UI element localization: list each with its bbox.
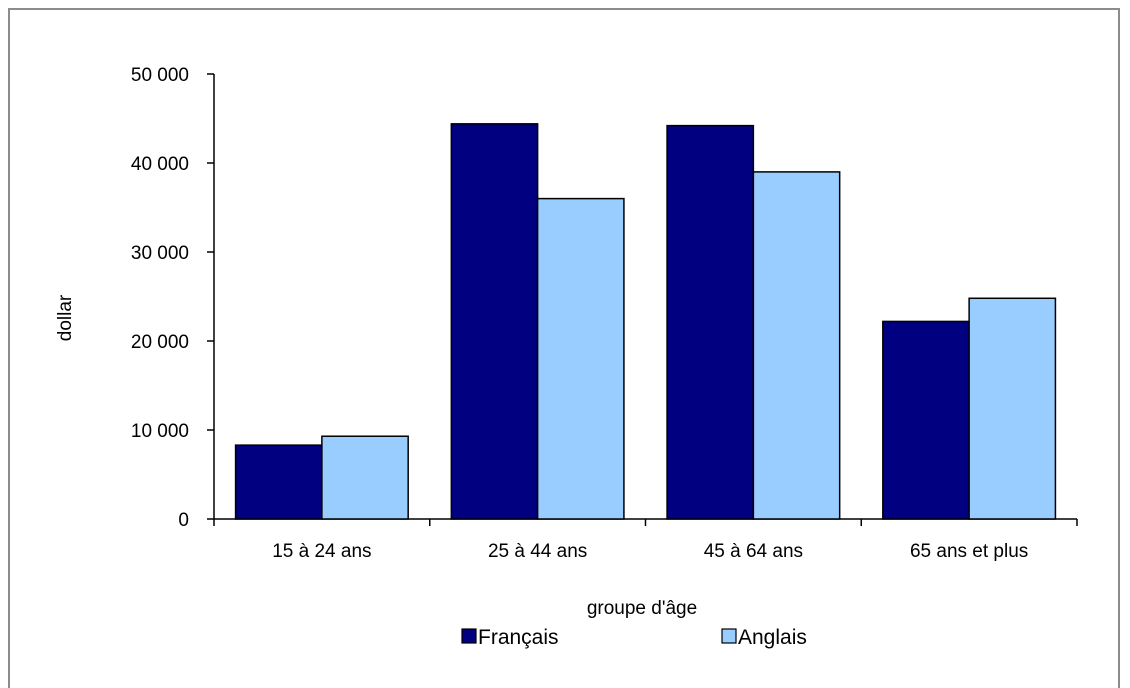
bar	[450, 123, 539, 520]
legend-label: Anglais	[738, 626, 807, 649]
y-axis: 0 10 000 20 000 30 000 40 000 50 000	[131, 65, 215, 531]
bar	[968, 297, 1057, 520]
x-tick-label: 65 ans et plus	[910, 541, 1028, 562]
x-tick-label: 25 à 44 ans	[488, 541, 587, 562]
y-tick-label: 40 000	[131, 154, 189, 175]
x-tick-label: 15 à 24 ans	[272, 541, 371, 562]
y-tick-label: 20 000	[131, 332, 189, 353]
legend: Français Anglais	[461, 626, 807, 649]
bars	[234, 123, 1057, 520]
y-tick-label: 10 000	[131, 421, 189, 442]
y-axis-title: dollar	[55, 294, 76, 341]
x-axis: 15 à 24 ans 25 à 44 ans 45 à 64 ans 65 ans …	[213, 518, 1078, 562]
x-tick-label: 45 à 64 ans	[704, 541, 803, 562]
bar	[321, 435, 409, 520]
bar	[752, 171, 841, 520]
legend-swatch	[721, 628, 737, 644]
legend-label: Français	[478, 626, 559, 649]
bar	[536, 197, 625, 520]
y-tick-label: 0	[178, 510, 189, 531]
y-tick-label: 50 000	[131, 65, 189, 86]
legend-swatch	[461, 628, 477, 644]
bar	[234, 444, 323, 520]
bar	[666, 124, 755, 520]
y-tick-label: 30 000	[131, 243, 189, 264]
x-axis-title: groupe d'âge	[587, 598, 697, 619]
bar	[882, 320, 970, 520]
